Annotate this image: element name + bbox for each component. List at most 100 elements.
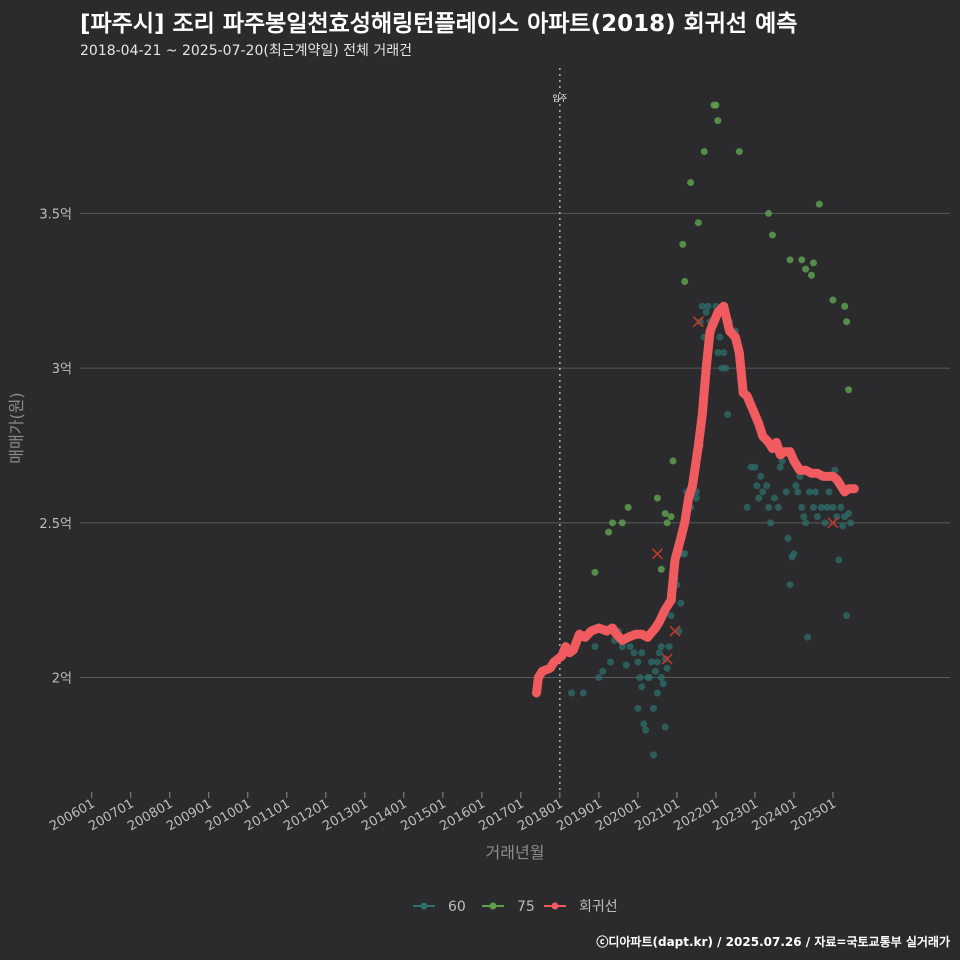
point-75 [663,519,671,527]
point-60 [659,680,667,688]
move-in-label: 입주 [552,94,567,103]
point-60 [786,581,794,589]
point-60 [681,550,689,558]
point-75 [609,519,617,527]
point-60 [811,488,819,496]
point-60 [663,664,671,672]
point-60 [649,751,657,759]
point-60 [825,488,833,496]
point-60 [839,522,847,530]
point-75 [669,457,677,465]
point-60 [809,503,817,511]
chart-title: [파주시] 조리 파주봉일천효성해링턴플레이스 아파트(2018) 회귀선 예측 [80,11,798,37]
point-60 [607,658,615,666]
point-60 [759,488,767,496]
x-tick-label: 202501 [788,796,838,834]
point-60 [767,519,775,527]
point-60 [702,308,710,316]
point-60 [823,503,831,511]
point-60 [833,513,841,521]
chart-subtitle: 2018-04-21 ~ 2025-07-20(최근계약일) 전체 거래건 [80,43,412,59]
y-axis-ticks: 2억 2.5억 3억 3.5억 [39,207,72,686]
point-60 [646,674,654,682]
point-60 [724,411,732,419]
point-60 [847,519,855,527]
point-75 [712,101,720,109]
point-60 [792,482,800,490]
x-markers [651,316,839,665]
grid-lines [80,212,950,679]
legend-item-series_60: 60 [413,899,466,915]
point-60 [765,503,773,511]
x-axis-title: 거래년월 [486,843,545,862]
point-60 [755,494,763,502]
regression-layer [532,301,859,698]
point-60 [651,667,659,675]
x-marker [651,548,663,560]
point-60 [634,704,642,712]
point-60 [653,658,661,666]
x-marker [661,653,673,665]
point-60 [794,488,802,496]
point-75 [802,265,810,273]
point-75 [679,240,687,248]
point-60 [661,655,669,663]
point-60 [661,723,669,731]
point-60 [667,612,675,620]
point-60 [622,661,630,669]
point-60 [649,704,657,712]
point-75 [809,259,817,267]
point-75 [845,386,853,394]
legend-label: 회귀선 [579,899,618,915]
point-60 [790,550,798,558]
point-60 [776,463,784,471]
point-75 [657,565,665,573]
point-60 [829,503,837,511]
y-tick-label: 3.5억 [39,207,72,222]
x-axis-ticks: 2006012007012008012009012010012011012012… [47,792,839,834]
point-75 [815,200,823,208]
point-60 [716,333,724,341]
point-60 [638,649,646,657]
point-60 [763,482,771,490]
point-75 [714,117,722,125]
point-60 [782,488,790,496]
point-75 [618,519,626,527]
legend-swatch-dot [420,902,428,910]
point-60 [568,689,576,697]
point-60 [648,658,656,666]
point-75 [624,503,632,511]
point-60 [696,318,704,326]
y-tick-label: 2.5억 [39,517,72,532]
point-60 [753,482,761,490]
point-60 [595,674,603,682]
point-60 [692,494,700,502]
point-60 [591,643,599,651]
point-60 [657,643,665,651]
point-75 [786,256,794,264]
source-caption: ⓒ디아파트(dapt.kr) / 2025.07.26 / 자료=국토교통부 실… [596,935,950,949]
y-axis-title: 매매가(원) [7,392,26,463]
y-tick-label: 2억 [52,672,72,687]
y-tick-label: 3억 [52,362,72,377]
point-60 [720,349,728,357]
point-60 [677,599,685,607]
point-75 [808,271,816,279]
point-75 [768,231,776,239]
point-75 [841,302,849,310]
point-75 [735,148,743,156]
x-marker [692,316,704,328]
scatter-points [568,101,855,759]
point-60 [835,556,843,564]
point-60 [653,689,661,697]
point-60 [630,649,638,657]
point-60 [704,302,712,310]
point-60 [579,689,587,697]
legend-swatch-dot [489,902,497,910]
point-60 [638,683,646,691]
point-60 [599,667,607,675]
point-60 [837,503,845,511]
point-60 [817,503,825,511]
point-75 [591,568,599,576]
